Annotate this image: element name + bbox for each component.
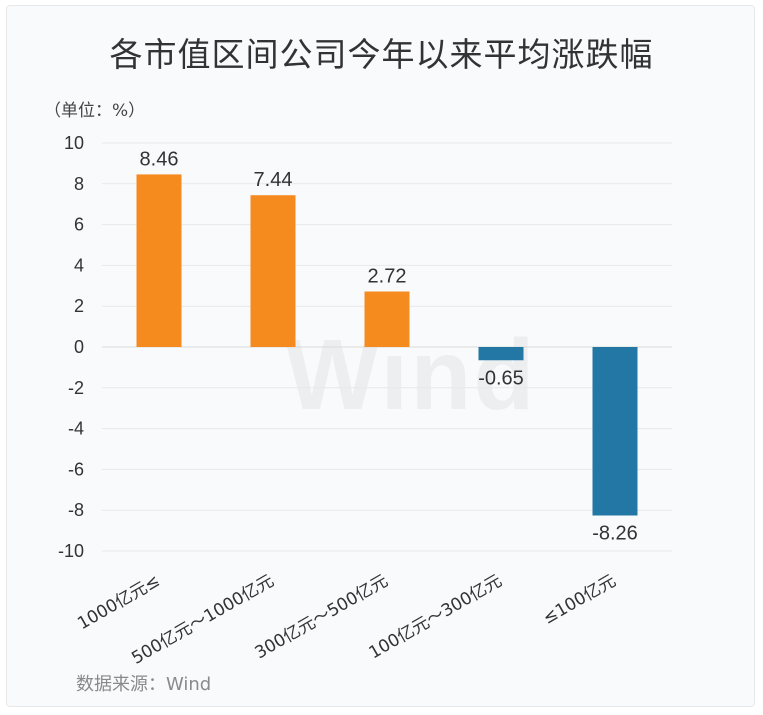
y-tick-label: 10: [64, 133, 84, 153]
y-tick-label: 4: [74, 255, 84, 275]
bar: [592, 347, 638, 516]
chart-title: 各市值区间公司今年以来平均涨跌幅: [109, 35, 654, 74]
bar: [136, 174, 182, 347]
data-label: -0.65: [478, 367, 524, 389]
source-note: 数据来源：Wind: [76, 674, 212, 695]
y-tick-label: -10: [58, 541, 84, 561]
x-category-label: 1000亿元≤: [74, 571, 163, 634]
y-tick-label: -8: [68, 500, 84, 520]
y-tick-label: 0: [74, 337, 84, 357]
watermark-logo: Wind: [285, 318, 536, 433]
y-tick-label: -6: [68, 459, 84, 479]
data-label: 8.46: [140, 148, 179, 170]
data-label: 7.44: [254, 169, 293, 191]
y-tick-label: 2: [74, 296, 84, 316]
unit-label: （单位：%）: [44, 101, 146, 121]
y-tick-label: 6: [74, 215, 84, 235]
bar: [250, 195, 296, 347]
y-tick-label: -2: [68, 378, 84, 398]
y-tick-label: 8: [74, 174, 84, 194]
bar: [478, 347, 524, 361]
data-label: -8.26: [592, 523, 638, 545]
data-label: 2.72: [368, 266, 407, 288]
y-tick-label: -4: [68, 419, 84, 439]
bar: [364, 291, 410, 347]
x-category-label: ≤100亿元: [540, 571, 620, 629]
